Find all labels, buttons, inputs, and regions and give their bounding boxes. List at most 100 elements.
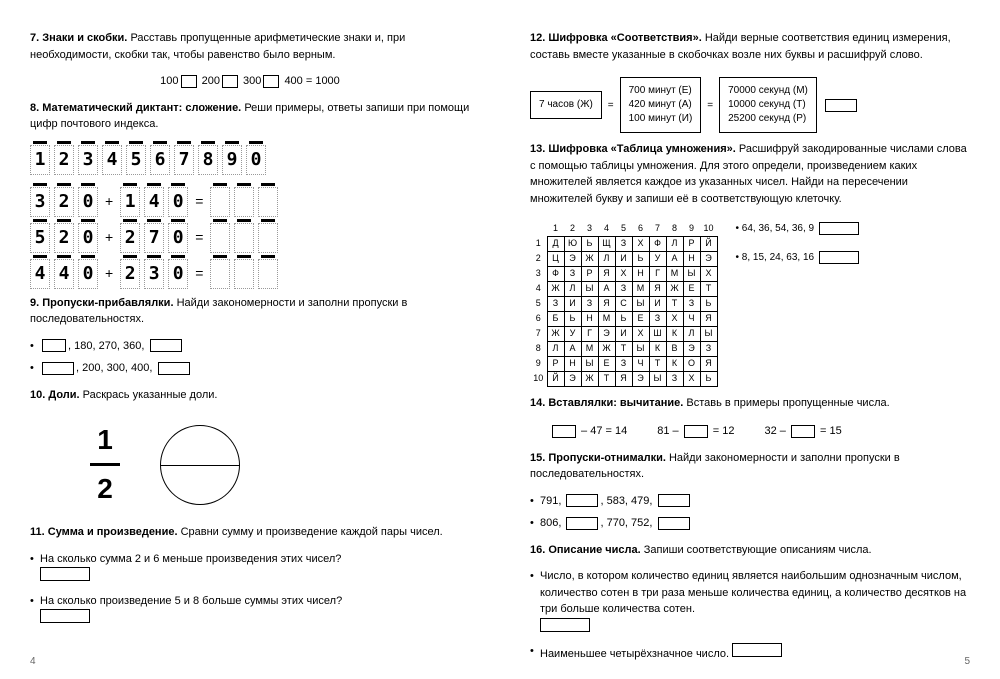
blank-box[interactable] xyxy=(566,494,598,507)
n: 200 xyxy=(202,75,220,87)
row-header: 4 xyxy=(530,281,547,296)
task-text: Раскрась указанные доли. xyxy=(83,389,218,401)
task-text: Вставь в примеры пропущенные числа. xyxy=(686,397,889,409)
postal-digit-blank[interactable] xyxy=(258,259,278,289)
task-15: 15. Пропуски-отнималки. Найди закономерн… xyxy=(530,450,970,483)
mult-cell: И xyxy=(649,296,666,311)
mult-cell: Р xyxy=(581,266,598,281)
circle-diagram[interactable] xyxy=(160,425,240,505)
postal-digit-blank[interactable] xyxy=(258,187,278,217)
answer-box[interactable] xyxy=(819,251,859,264)
mult-cell: Ь xyxy=(615,311,632,326)
answer-box[interactable] xyxy=(540,618,590,632)
seq-list-15: 791, , 583, 479, 806, , 770, 752, xyxy=(530,493,970,538)
task-title: Пропуски-прибавлялки. xyxy=(42,297,173,309)
blank-box[interactable] xyxy=(42,339,66,352)
blank-box[interactable] xyxy=(658,494,690,507)
mult-cell: Е xyxy=(683,281,700,296)
q-text: На сколько сумма 2 и 6 меньше произведен… xyxy=(40,553,341,565)
blank-box[interactable] xyxy=(263,75,279,88)
mult-cell: А xyxy=(564,341,581,356)
blank-box[interactable] xyxy=(658,517,690,530)
postal-digit: 9 xyxy=(222,145,242,175)
mult-cell: Л xyxy=(598,251,615,266)
task-num: 10. xyxy=(30,389,45,401)
equals: = xyxy=(195,227,203,248)
answer-box[interactable] xyxy=(819,222,859,235)
postal-digit: 3 xyxy=(30,187,50,217)
task-title: Шифровка «Таблица умножения». xyxy=(548,143,735,155)
answer-box[interactable] xyxy=(732,643,782,657)
q-list-11: На сколько сумма 2 и 6 меньше произведен… xyxy=(30,551,470,635)
postal-digit-blank[interactable] xyxy=(210,187,230,217)
fraction-row: 1 2 xyxy=(90,419,470,510)
mult-cell: Э xyxy=(564,251,581,266)
task-14: 14. Вставлялки: вычитание. Вставь в прим… xyxy=(530,395,970,412)
mult-cell: Л xyxy=(564,281,581,296)
seq-text: , 200, 300, 400, xyxy=(76,362,156,374)
postal-digit: 5 xyxy=(126,145,146,175)
blank-box[interactable] xyxy=(181,75,197,88)
postal-row: 440+230= xyxy=(30,259,470,289)
task-title: Описание числа. xyxy=(548,544,640,556)
mult-cell: Ц xyxy=(547,251,564,266)
task-num: 15. xyxy=(530,452,545,464)
postal-digit: 6 xyxy=(150,145,170,175)
fraction: 1 2 xyxy=(90,419,120,510)
frac-bar xyxy=(90,463,120,466)
mult-cell: Ы xyxy=(581,281,598,296)
page-right: 12. Шифровка «Соответствия». Найди верны… xyxy=(530,30,970,659)
mult-cell: Ы xyxy=(632,296,649,311)
blank-box[interactable] xyxy=(158,362,190,375)
task-9: 9. Пропуски-прибавлялки. Найди закономер… xyxy=(30,295,470,328)
answer-box[interactable] xyxy=(825,99,857,112)
q-list-16: Число, в котором количество единиц являе… xyxy=(530,568,970,669)
mult-cell: З xyxy=(615,356,632,371)
blank-box[interactable] xyxy=(684,425,708,438)
postal-digit-blank[interactable] xyxy=(234,259,254,289)
mult-cell: Н xyxy=(581,311,598,326)
answer-box[interactable] xyxy=(40,609,90,623)
mult-cell: З xyxy=(615,236,632,251)
mult-cell: У xyxy=(564,326,581,341)
answer-box[interactable] xyxy=(40,567,90,581)
blank-box[interactable] xyxy=(42,362,74,375)
mult-cell: Р xyxy=(547,356,564,371)
task-7: 7. Знаки и скобки. Расставь пропущенные … xyxy=(30,30,470,63)
mult-cell: Я xyxy=(598,266,615,281)
eq: – 47 = 14 xyxy=(550,423,627,440)
postal-row: 320+140= xyxy=(30,187,470,217)
mult-cell: Р xyxy=(683,236,700,251)
blank-box[interactable] xyxy=(150,339,182,352)
q-item: Число, в котором количество единиц являе… xyxy=(530,568,970,637)
cipher-col: 7 часов (Ж) xyxy=(530,91,602,119)
mult-cell: Й xyxy=(547,371,564,386)
postal-digit-blank[interactable] xyxy=(210,259,230,289)
mult-cell: Ф xyxy=(547,266,564,281)
blank-box[interactable] xyxy=(791,425,815,438)
mult-cell: З xyxy=(666,371,683,386)
mult-cell: Э xyxy=(564,371,581,386)
task-num: 9. xyxy=(30,297,39,309)
mult-cell: С xyxy=(615,296,632,311)
postal-digit-blank[interactable] xyxy=(258,223,278,253)
mult-cell: М xyxy=(581,341,598,356)
task-8: 8. Математический диктант: сложение. Реш… xyxy=(30,100,470,133)
blank-box[interactable] xyxy=(222,75,238,88)
blank-box[interactable] xyxy=(566,517,598,530)
postal-digit: 4 xyxy=(30,259,50,289)
postal-digit: 4 xyxy=(54,259,74,289)
n: 300 xyxy=(243,75,261,87)
mult-cell: Л xyxy=(666,236,683,251)
task-num: 14. xyxy=(530,397,545,409)
row-header: 2 xyxy=(530,251,547,266)
postal-digit-blank[interactable] xyxy=(210,223,230,253)
postal-digit-blank[interactable] xyxy=(234,187,254,217)
task-title: Математический диктант: сложение. xyxy=(42,102,241,114)
postal-digit: 3 xyxy=(78,145,98,175)
task-title: Шифровка «Соответствия». xyxy=(548,32,701,44)
blank-box[interactable] xyxy=(552,425,576,438)
operator: + xyxy=(105,191,113,212)
mult-cell: Ч xyxy=(632,356,649,371)
postal-digit-blank[interactable] xyxy=(234,223,254,253)
